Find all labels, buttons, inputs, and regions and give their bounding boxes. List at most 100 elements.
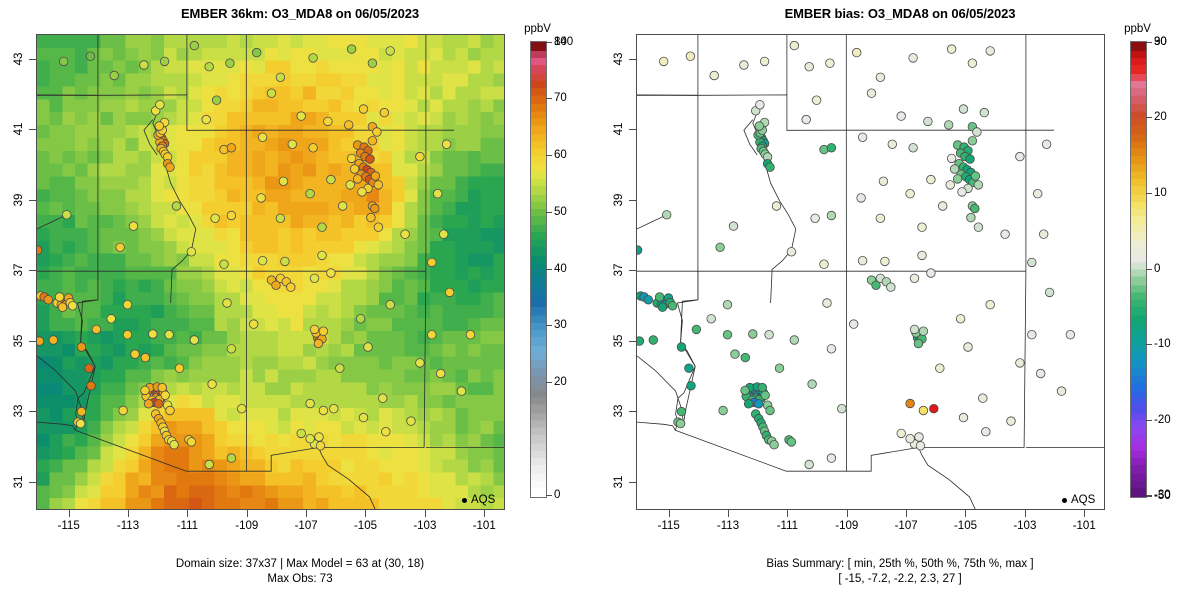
aqs-station-marker[interactable] [875,72,886,83]
aqs-station-marker[interactable] [344,120,354,130]
aqs-station-marker[interactable] [76,342,87,352]
aqs-station-marker[interactable] [944,120,954,130]
aqs-station-marker[interactable] [345,180,355,190]
aqs-station-marker[interactable] [222,298,232,308]
aqs-station-marker[interactable] [59,56,69,67]
aqs-station-marker[interactable] [722,330,733,340]
aqs-station-marker[interactable] [966,212,976,223]
aqs-station-marker[interactable] [825,58,835,68]
aqs-station-marker[interactable] [370,203,380,214]
aqs-station-marker[interactable] [938,201,948,211]
aqs-station-marker[interactable] [985,300,995,310]
aqs-station-marker[interactable] [857,132,868,143]
aqs-station-marker[interactable] [207,379,217,389]
aqs-station-marker[interactable] [370,171,381,181]
aqs-station-marker[interactable] [378,393,388,403]
aqs-station-marker[interactable] [379,107,390,118]
aqs-station-marker[interactable] [140,385,150,396]
aqs-station-marker[interactable] [979,107,990,118]
aqs-station-marker[interactable] [786,247,797,257]
aqs-station-marker[interactable] [305,398,315,409]
aqs-station-marker[interactable] [427,257,437,268]
aqs-station-marker[interactable] [709,70,719,81]
aqs-station-marker[interactable] [326,268,336,278]
aqs-station-marker[interactable] [186,437,197,447]
aqs-station-marker[interactable] [335,363,345,373]
aqs-station-marker[interactable] [754,121,765,131]
aqs-station-marker[interactable] [676,342,687,352]
aqs-station-marker[interactable] [160,390,170,401]
aqs-station-marker[interactable] [257,132,268,143]
aqs-station-marker[interactable] [436,368,446,379]
aqs-station-marker[interactable] [946,153,957,164]
aqs-station-marker[interactable] [926,268,936,278]
aqs-station-marker[interactable] [266,88,277,98]
aqs-station-marker[interactable] [406,416,416,426]
aqs-station-marker[interactable] [280,256,290,267]
aqs-station-marker[interactable] [85,51,96,61]
aqs-station-marker[interactable] [225,58,235,68]
aqs-station-marker[interactable] [722,300,733,310]
aqs-station-marker[interactable] [204,459,214,470]
aqs-station-marker[interactable] [958,104,969,114]
aqs-station-marker[interactable] [84,363,94,373]
aqs-station-marker[interactable] [871,280,881,291]
aqs-station-marker[interactable] [1065,330,1076,340]
aqs-station-marker[interactable] [355,314,366,324]
aqs-station-marker[interactable] [657,302,668,312]
aqs-station-marker[interactable] [963,342,973,352]
aqs-station-marker[interactable] [308,53,318,63]
aqs-station-marker[interactable] [237,404,247,414]
aqs-station-marker[interactable] [908,53,918,63]
aqs-station-marker[interactable] [801,114,811,125]
aqs-station-marker[interactable] [159,56,170,67]
aqs-station-marker[interactable] [755,100,765,110]
aqs-station-marker[interactable] [186,247,197,257]
aqs-station-marker[interactable] [204,62,214,72]
map-plot-model[interactable] [36,34,505,510]
aqs-station-marker[interactable] [1041,139,1052,150]
aqs-station-marker[interactable] [313,338,324,349]
aqs-station-marker[interactable] [973,222,984,232]
aqs-station-marker[interactable] [115,242,125,253]
aqs-station-marker[interactable] [309,324,320,335]
aqs-station-marker[interactable] [346,44,357,54]
aqs-station-marker[interactable] [165,405,175,416]
aqs-station-marker[interactable] [759,56,770,67]
aqs-station-marker[interactable] [659,56,669,67]
aqs-station-marker[interactable] [323,116,333,127]
aqs-station-marker[interactable] [37,245,43,255]
aqs-station-marker[interactable] [317,250,327,261]
aqs-station-marker[interactable] [878,176,889,187]
aqs-station-marker[interactable] [86,381,96,391]
aqs-station-marker[interactable] [857,255,868,266]
aqs-station-marker[interactable] [256,193,266,203]
aqs-station-marker[interactable] [155,100,165,110]
aqs-station-marker[interactable] [972,127,982,137]
aqs-station-marker[interactable] [810,213,820,224]
aqs-station-marker[interactable] [140,352,151,363]
aqs-station-marker[interactable] [866,88,877,98]
aqs-station-marker[interactable] [286,282,296,292]
aqs-station-marker[interactable] [753,399,764,409]
aqs-station-marker[interactable] [978,393,988,403]
aqs-station-marker[interactable] [740,385,750,396]
aqs-station-marker[interactable] [109,70,119,81]
aqs-station-marker[interactable] [926,174,936,185]
aqs-station-marker[interactable] [43,295,54,305]
aqs-station-marker[interactable] [765,162,775,172]
aqs-station-marker[interactable] [851,47,862,58]
aqs-station-marker[interactable] [91,324,102,335]
aqs-station-marker[interactable] [309,273,320,284]
aqs-station-marker[interactable] [923,116,933,127]
aqs-station-marker[interactable] [981,427,991,437]
aqs-station-marker[interactable] [769,440,779,450]
aqs-station-marker[interactable] [357,187,367,197]
aqs-station-marker[interactable] [887,139,898,150]
aqs-station-marker[interactable] [826,143,837,153]
aqs-station-marker[interactable] [373,222,384,232]
aqs-station-marker[interactable] [804,459,814,470]
aqs-station-marker[interactable] [929,404,939,414]
aqs-station-marker[interactable] [76,406,87,417]
aqs-station-marker[interactable] [1000,229,1010,239]
